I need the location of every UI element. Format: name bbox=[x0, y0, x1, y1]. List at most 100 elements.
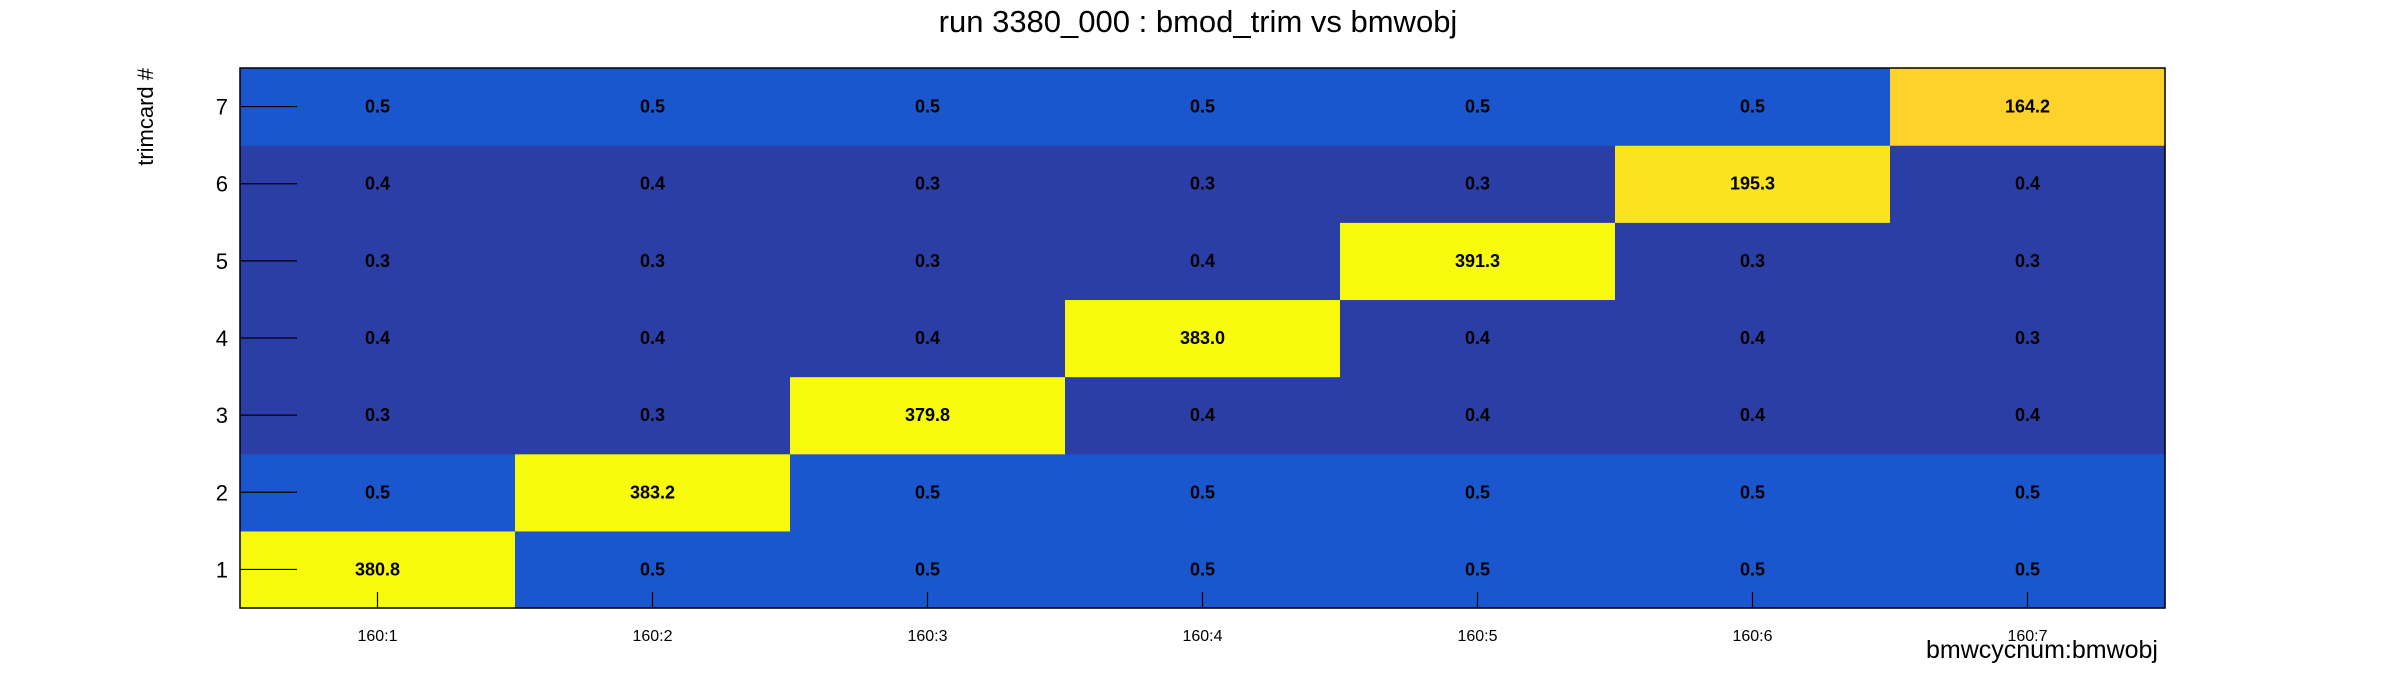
y-axis-label: trimcard # bbox=[133, 67, 158, 166]
heatmap-cell bbox=[1340, 222, 1616, 301]
cell-value-label: 0.4 bbox=[1190, 251, 1215, 271]
heatmap-cell bbox=[515, 68, 791, 146]
heatmap-cell bbox=[790, 376, 1066, 455]
x-tick-label: 160:4 bbox=[1182, 628, 1222, 645]
cell-value-label: 0.3 bbox=[365, 405, 390, 425]
heatmap-cell bbox=[790, 299, 1066, 378]
cell-value-label: 0.4 bbox=[365, 328, 390, 348]
heatmap-cell bbox=[790, 145, 1066, 223]
cell-value-label: 0.4 bbox=[1190, 405, 1215, 425]
heatmap-cell bbox=[790, 453, 1066, 532]
cell-value-label: 0.4 bbox=[915, 328, 940, 348]
cell-value-label: 0.3 bbox=[915, 174, 940, 194]
cell-value-label: 0.4 bbox=[1740, 328, 1765, 348]
cell-value-label: 0.5 bbox=[640, 559, 665, 579]
heatmap-cell bbox=[1890, 299, 2166, 378]
cell-value-label: 0.5 bbox=[1190, 559, 1215, 579]
cell-value-label: 0.3 bbox=[915, 251, 940, 271]
cell-value-label: 0.5 bbox=[1465, 482, 1490, 502]
y-tick-label: 4 bbox=[216, 326, 228, 351]
cell-value-label: 0.3 bbox=[365, 251, 390, 271]
heatmap-cell bbox=[1340, 145, 1616, 223]
cell-value-label: 0.5 bbox=[1465, 559, 1490, 579]
x-axis: 160:1 160:2 160:3 160:4 160:5 160:6 160:7 bbox=[357, 592, 2048, 645]
cell-value-label: 0.5 bbox=[1740, 559, 1765, 579]
heatmap-cell bbox=[1890, 453, 2166, 532]
cell-value-label: 0.5 bbox=[915, 559, 940, 579]
cell-value-label: 0.5 bbox=[1190, 482, 1215, 502]
cell-value-label: 0.4 bbox=[2015, 174, 2040, 194]
cell-value-label: 391.3 bbox=[1455, 251, 1500, 271]
cell-value-label: 0.5 bbox=[365, 97, 390, 117]
cell-value-label: 0.3 bbox=[2015, 328, 2040, 348]
heatmap-cell bbox=[515, 222, 791, 301]
cell-value-label: 0.5 bbox=[1465, 97, 1490, 117]
heatmap-cell-labels: 380.8 0.5 0.5 0.5 0.5 0.5 0.5 0.5 383.2 0.5 0.5 0.5… bbox=[355, 97, 2050, 580]
cell-value-label: 195.3 bbox=[1730, 174, 1775, 194]
cell-value-label: 379.8 bbox=[905, 405, 950, 425]
y-tick-label: 1 bbox=[216, 557, 228, 582]
cell-value-label: 383.0 bbox=[1180, 328, 1225, 348]
cell-value-label: 0.3 bbox=[2015, 251, 2040, 271]
heatmap-cell bbox=[1890, 68, 2166, 146]
heatmap-cell bbox=[1615, 145, 1891, 223]
y-tick-label: 5 bbox=[216, 249, 228, 274]
cell-value-label: 0.4 bbox=[2015, 405, 2040, 425]
x-tick-label: 160:7 bbox=[2007, 628, 2047, 645]
x-tick-label: 160:6 bbox=[1732, 628, 1772, 645]
y-tick-label: 7 bbox=[216, 95, 228, 120]
cell-value-label: 0.3 bbox=[1190, 174, 1215, 194]
cell-value-label: 0.5 bbox=[365, 482, 390, 502]
cell-value-label: 0.4 bbox=[1465, 328, 1490, 348]
cell-value-label: 0.3 bbox=[640, 405, 665, 425]
heatmap-cell bbox=[515, 376, 791, 455]
cell-value-label: 0.4 bbox=[640, 328, 665, 348]
heatmap-cell bbox=[1340, 68, 1616, 146]
cell-value-label: 380.8 bbox=[355, 559, 400, 579]
heatmap-cell bbox=[1615, 222, 1891, 301]
heatmap-cell bbox=[1890, 145, 2166, 223]
cell-value-label: 0.5 bbox=[2015, 559, 2040, 579]
heatmap-cell bbox=[1890, 222, 2166, 301]
cell-value-label: 164.2 bbox=[2005, 97, 2050, 117]
cell-value-label: 0.3 bbox=[1465, 174, 1490, 194]
cell-value-label: 0.5 bbox=[1740, 97, 1765, 117]
y-tick-label: 6 bbox=[216, 172, 228, 197]
heatmap-cell bbox=[1065, 453, 1341, 532]
heatmap-cell bbox=[790, 222, 1066, 301]
heatmap-cell bbox=[1065, 222, 1341, 301]
cell-value-label: 0.3 bbox=[1740, 251, 1765, 271]
heatmap-cell bbox=[1615, 453, 1891, 532]
x-tick-label: 160:5 bbox=[1457, 628, 1497, 645]
cell-value-label: 0.4 bbox=[1740, 405, 1765, 425]
heatmap-cell bbox=[1065, 145, 1341, 223]
heatmap-cell bbox=[515, 299, 791, 378]
heatmap-cell bbox=[1065, 299, 1341, 378]
heatmap-cell bbox=[1340, 453, 1616, 532]
cell-value-label: 0.5 bbox=[640, 97, 665, 117]
heatmap-cell bbox=[1065, 376, 1341, 455]
y-axis: 1 2 3 4 5 6 7 bbox=[216, 95, 297, 582]
cell-value-label: 0.4 bbox=[365, 174, 390, 194]
cell-value-label: 0.4 bbox=[640, 174, 665, 194]
heatmap-cell bbox=[1615, 68, 1891, 146]
cell-value-label: 0.3 bbox=[640, 251, 665, 271]
heatmap-cell bbox=[1340, 299, 1616, 378]
cell-value-label: 0.4 bbox=[1465, 405, 1490, 425]
chart-title: run 3380_000 : bmod_trim vs bmwobj bbox=[939, 4, 1458, 39]
x-tick-label: 160:3 bbox=[907, 628, 947, 645]
y-tick-label: 3 bbox=[216, 403, 228, 428]
heatmap-cell bbox=[515, 145, 791, 223]
y-tick-label: 2 bbox=[216, 480, 228, 505]
cell-value-label: 0.5 bbox=[1190, 97, 1215, 117]
cell-value-label: 0.5 bbox=[1740, 482, 1765, 502]
heatmap-cell bbox=[1615, 376, 1891, 455]
x-axis-label: bmwcycnum:bmwobj bbox=[1926, 636, 2158, 664]
heatmap-cell bbox=[1890, 376, 2166, 455]
cell-value-label: 0.5 bbox=[2015, 482, 2040, 502]
heatmap-cell bbox=[1065, 68, 1341, 146]
cell-value-label: 383.2 bbox=[630, 482, 675, 502]
cell-value-label: 0.5 bbox=[915, 482, 940, 502]
